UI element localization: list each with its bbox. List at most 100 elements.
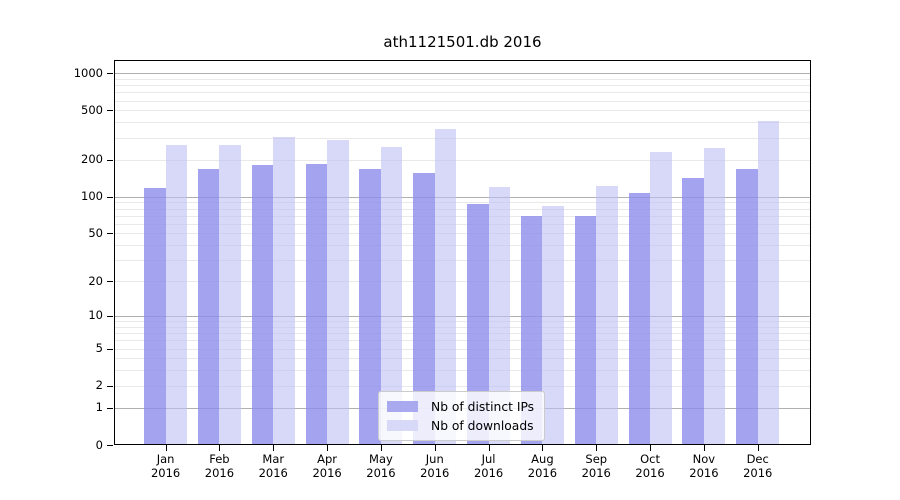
y-tick-mark xyxy=(107,315,113,317)
legend: Nb of distinct IPs Nb of downloads xyxy=(378,391,546,441)
y-tick-label: 1 xyxy=(95,400,103,415)
gridline-minor xyxy=(114,208,811,210)
x-tick-label: Mar 2016 xyxy=(258,452,288,480)
y-tick-mark xyxy=(107,73,113,75)
x-tick-label: Apr 2016 xyxy=(312,452,342,480)
gridline-minor xyxy=(114,348,811,350)
gridline-minor xyxy=(114,333,811,335)
y-tick-label: 100 xyxy=(81,189,103,204)
x-tick-label: Sep 2016 xyxy=(581,452,611,480)
gridline-minor xyxy=(114,358,811,360)
y-tick-label: 1000 xyxy=(73,65,103,80)
gridline-minor xyxy=(114,202,811,204)
gridline-minor xyxy=(114,340,811,342)
gridline-minor xyxy=(114,260,811,262)
x-tick-mark xyxy=(327,445,329,451)
legend-label-distinct-ips: Nb of distinct IPs xyxy=(431,399,535,414)
y-tick-mark xyxy=(107,196,113,198)
bar-ips-jan xyxy=(144,187,166,445)
y-tick-mark xyxy=(107,110,113,112)
bar-downloads-dec xyxy=(757,121,780,445)
y-tick-label: 200 xyxy=(81,152,103,167)
bar-downloads-mar xyxy=(273,137,295,445)
bar-ips-jun xyxy=(413,172,435,445)
gridline-minor xyxy=(114,92,811,94)
gridline-minor xyxy=(114,122,811,124)
x-tick-mark xyxy=(488,445,490,451)
gridline-minor xyxy=(114,223,811,225)
x-tick-label: Feb 2016 xyxy=(204,452,235,480)
y-tick-label: 500 xyxy=(81,102,103,117)
y-tick-mark xyxy=(107,348,113,350)
x-tick-mark xyxy=(757,445,759,451)
bar-downloads-nov xyxy=(703,147,726,445)
bar-ips-oct xyxy=(628,193,651,445)
chart-title: ath1121501.db 2016 xyxy=(383,33,542,51)
x-tick-label: Jun 2016 xyxy=(420,452,450,480)
gridline-minor xyxy=(114,385,811,387)
bar-ips-may xyxy=(359,168,381,445)
gridline-minor xyxy=(114,281,811,283)
bar-downloads-jan xyxy=(165,144,188,445)
legend-label-downloads: Nb of downloads xyxy=(431,418,534,433)
x-tick-label: Jan 2016 xyxy=(150,452,181,480)
legend-item-distinct-ips: Nb of distinct IPs xyxy=(387,397,534,416)
plot-area xyxy=(114,60,811,445)
x-tick-label: Aug 2016 xyxy=(527,452,558,480)
bar-ips-jul xyxy=(467,204,489,445)
bar-downloads-aug xyxy=(542,205,564,445)
gridline-minor xyxy=(114,110,811,112)
y-tick-label: 20 xyxy=(88,273,103,288)
gridline-minor xyxy=(114,215,811,217)
y-tick-label: 2 xyxy=(95,378,103,393)
gridline-minor xyxy=(114,78,811,80)
x-tick-mark xyxy=(380,445,382,451)
bar-ips-sep xyxy=(574,216,597,445)
y-tick-mark xyxy=(107,233,113,235)
bar-downloads-apr xyxy=(327,140,349,445)
bar-ips-aug xyxy=(520,216,543,445)
bar-downloads-sep xyxy=(596,186,618,445)
bar-ips-nov xyxy=(682,177,704,445)
x-tick-mark xyxy=(434,445,436,451)
gridline-minor xyxy=(114,233,811,235)
y-tick-mark xyxy=(107,385,113,387)
x-tick-label: Dec 2016 xyxy=(743,452,773,480)
gridline-minor xyxy=(114,137,811,139)
y-tick-mark xyxy=(107,445,113,446)
bar-ips-feb xyxy=(197,169,220,445)
x-tick-label: Oct 2016 xyxy=(635,452,665,480)
bar-downloads-jun xyxy=(434,128,457,445)
y-tick-mark xyxy=(107,159,113,161)
gridline-minor xyxy=(114,85,811,87)
x-tick-mark xyxy=(596,445,598,451)
gridline-minor xyxy=(114,245,811,247)
x-tick-label: Jul 2016 xyxy=(473,452,504,480)
bar-downloads-feb xyxy=(219,145,241,445)
gridline-minor xyxy=(114,100,811,102)
x-tick-mark xyxy=(703,445,705,451)
x-tick-label: Nov 2016 xyxy=(689,452,719,480)
gridline-minor xyxy=(114,159,811,161)
x-tick-mark xyxy=(650,445,652,451)
x-tick-mark xyxy=(165,445,167,451)
gridline-minor xyxy=(114,321,811,323)
legend-item-downloads: Nb of downloads xyxy=(387,416,534,435)
bar-ips-mar xyxy=(251,164,274,445)
gridline-minor xyxy=(114,326,811,328)
bar-downloads-may xyxy=(380,146,403,445)
y-tick-label: 10 xyxy=(88,308,103,323)
gridline-major xyxy=(114,315,811,317)
bar-downloads-jul xyxy=(488,187,511,445)
x-tick-mark xyxy=(273,445,275,451)
y-tick-label: 5 xyxy=(95,341,103,356)
bar-ips-dec xyxy=(736,169,758,445)
legend-swatch-distinct-ips xyxy=(387,401,418,412)
gridline-major xyxy=(114,73,811,75)
x-tick-mark xyxy=(219,445,221,451)
legend-swatch-downloads xyxy=(387,420,418,431)
y-tick-label: 50 xyxy=(88,225,103,240)
y-tick-mark xyxy=(107,281,113,283)
y-tick-mark xyxy=(107,407,113,409)
